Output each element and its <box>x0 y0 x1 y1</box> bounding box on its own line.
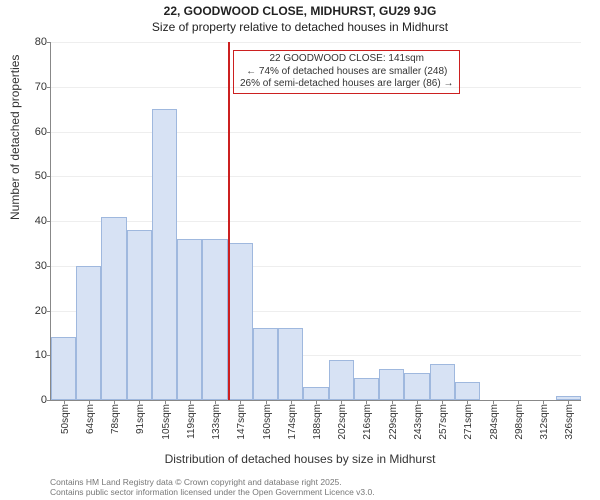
histogram-bar <box>177 239 202 400</box>
annotation-box: 22 GOODWOOD CLOSE: 141sqm ← 74% of detac… <box>233 50 460 94</box>
gridline <box>51 221 581 222</box>
x-tick-label: 229sqm <box>388 404 399 440</box>
x-tick-label: 119sqm <box>186 404 197 439</box>
x-tick-label: 147sqm <box>236 404 247 440</box>
y-tick-label: 80 <box>23 36 47 48</box>
y-tick-mark <box>47 132 51 133</box>
x-tick-label: 257sqm <box>438 404 449 440</box>
histogram-bar <box>228 243 253 400</box>
x-tick-label: 78sqm <box>110 404 121 434</box>
histogram-bar <box>101 217 126 400</box>
x-tick-label: 216sqm <box>362 404 373 440</box>
x-tick-label: 202sqm <box>337 404 348 440</box>
x-axis-label: Distribution of detached houses by size … <box>0 452 600 466</box>
annotation-line-3: 26% of semi-detached houses are larger (… <box>240 78 453 91</box>
x-tick-label: 312sqm <box>539 404 550 440</box>
histogram-bar <box>51 337 76 400</box>
y-tick-label: 70 <box>23 81 47 93</box>
page-title: 22, GOODWOOD CLOSE, MIDHURST, GU29 9JG <box>0 4 600 18</box>
x-tick-label: 160sqm <box>262 404 273 440</box>
x-tick-label: 50sqm <box>60 404 71 434</box>
y-tick-label: 40 <box>23 215 47 227</box>
histogram-bar <box>329 360 354 400</box>
y-tick-label: 10 <box>23 349 47 361</box>
y-axis-label: Number of detached properties <box>8 55 22 220</box>
gridline <box>51 176 581 177</box>
histogram-bar <box>404 373 429 400</box>
histogram-bar <box>127 230 152 400</box>
y-tick-label: 50 <box>23 170 47 182</box>
histogram-bar <box>152 109 177 400</box>
x-tick-label: 133sqm <box>211 404 222 440</box>
y-tick-mark <box>47 266 51 267</box>
x-tick-label: 326sqm <box>564 404 575 440</box>
y-tick-mark <box>47 42 51 43</box>
y-tick-label: 60 <box>23 126 47 138</box>
x-tick-label: 188sqm <box>312 404 323 440</box>
gridline <box>51 42 581 43</box>
histogram-bar <box>303 387 328 400</box>
histogram-bar <box>202 239 227 400</box>
x-tick-label: 91sqm <box>135 404 146 434</box>
histogram-bar <box>354 378 379 400</box>
gridline <box>51 132 581 133</box>
footer-line-2: Contains public sector information licen… <box>50 487 375 497</box>
histogram-bar <box>430 364 455 400</box>
marker-line <box>228 42 230 400</box>
x-tick-label: 174sqm <box>287 404 298 440</box>
y-tick-mark <box>47 400 51 401</box>
page-subtitle: Size of property relative to detached ho… <box>0 20 600 34</box>
histogram-bar <box>278 328 303 400</box>
chart-area: 0102030405060708050sqm64sqm78sqm91sqm105… <box>50 42 581 401</box>
annotation-line-2: ← 74% of detached houses are smaller (24… <box>240 66 453 79</box>
histogram-bar <box>76 266 101 400</box>
footer-line-1: Contains HM Land Registry data © Crown c… <box>50 477 375 487</box>
y-tick-label: 20 <box>23 305 47 317</box>
histogram-bar <box>455 382 480 400</box>
histogram-bar <box>253 328 278 400</box>
histogram-bar <box>379 369 404 400</box>
x-tick-label: 271sqm <box>463 404 474 440</box>
footer-attribution: Contains HM Land Registry data © Crown c… <box>50 477 375 497</box>
x-tick-label: 243sqm <box>413 404 424 440</box>
x-tick-label: 284sqm <box>489 404 500 440</box>
x-tick-label: 105sqm <box>161 404 172 440</box>
y-tick-mark <box>47 221 51 222</box>
y-tick-mark <box>47 87 51 88</box>
y-tick-label: 30 <box>23 260 47 272</box>
y-tick-mark <box>47 311 51 312</box>
x-tick-label: 64sqm <box>85 404 96 434</box>
y-tick-mark <box>47 176 51 177</box>
y-tick-label: 0 <box>23 394 47 406</box>
x-tick-label: 298sqm <box>514 404 525 440</box>
annotation-line-1: 22 GOODWOOD CLOSE: 141sqm <box>240 53 453 66</box>
